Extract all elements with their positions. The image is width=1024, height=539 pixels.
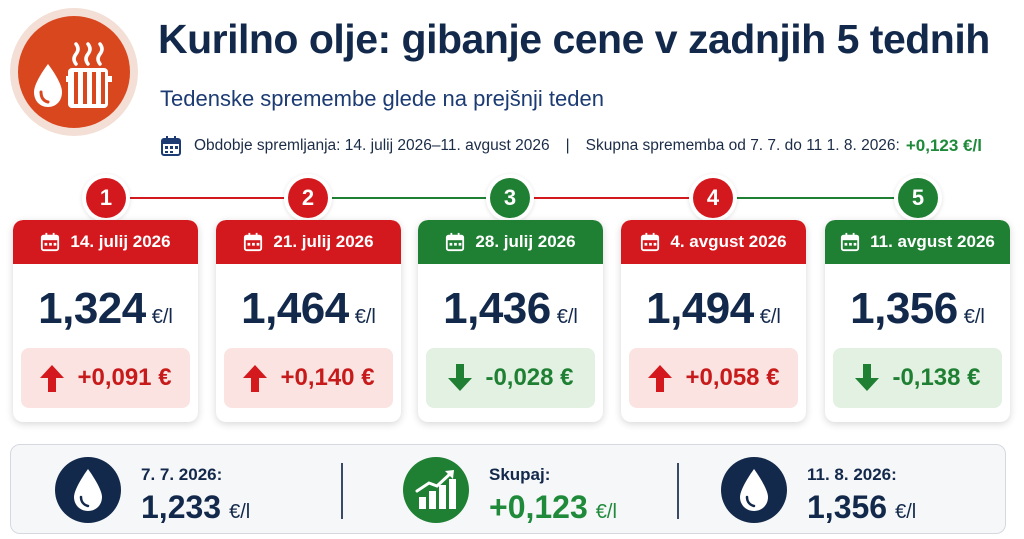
- week-card-header: 4. avgust 2026: [621, 220, 806, 264]
- week-change: +0,140 €: [224, 348, 393, 408]
- summary-end-value: 1,356 €/l: [807, 489, 916, 526]
- summary-start: 7. 7. 2026: 1,233 €/l: [53, 455, 313, 525]
- price-unit: €/l: [354, 306, 376, 328]
- step-marker: 1: [86, 178, 126, 218]
- week-change: +0,058 €: [629, 348, 798, 408]
- week-price: 1,356 €/l: [825, 284, 1010, 334]
- arrow-up-icon: [648, 365, 673, 392]
- summary-panel: 7. 7. 2026: 1,233 €/l Skupaj: +0,123 €/l 1…: [10, 444, 1006, 534]
- summary-start-value: 1,233 €/l: [141, 489, 250, 526]
- oil-drop-icon: [55, 457, 121, 523]
- price-unit: €/l: [963, 306, 985, 328]
- total-change-label: Skupna sprememba od 7. 7. do 11 1. 8. 20…: [585, 137, 900, 154]
- week-change: -0,138 €: [833, 348, 1002, 408]
- summary-end-unit: €/l: [895, 501, 917, 523]
- week-card: 28. julij 2026 1,436 €/l -0,028 €: [418, 220, 603, 422]
- timeline-connector: [328, 197, 494, 199]
- price-unit: €/l: [556, 306, 578, 328]
- step-marker: 4: [693, 178, 733, 218]
- calendar-icon: [641, 232, 660, 252]
- arrow-up-icon: [40, 365, 65, 392]
- summary-divider: [341, 463, 343, 519]
- arrow-up-icon: [243, 365, 268, 392]
- week-date: 28. julij 2026: [475, 232, 576, 251]
- arrow-down-icon: [855, 364, 880, 391]
- summary-end-label: 11. 8. 2026:: [807, 465, 897, 484]
- week-price: 1,464 €/l: [216, 284, 401, 334]
- price-value: 1,324: [38, 284, 146, 333]
- week-date: 14. julij 2026: [70, 232, 171, 251]
- summary-start-unit: €/l: [229, 501, 251, 523]
- period-text: Obdobje spremljanja: 14. julij 2026–11. …: [194, 137, 550, 154]
- step-marker: 3: [490, 178, 530, 218]
- summary-start-price: 1,233: [141, 489, 222, 525]
- price-value: 1,494: [646, 284, 754, 333]
- logo-badge: [18, 16, 130, 128]
- summary-divider: [677, 463, 679, 519]
- summary-total-label: Skupaj:: [489, 465, 551, 484]
- timeline-connector: [124, 197, 290, 199]
- week-card: 21. julij 2026 1,464 €/l +0,140 €: [216, 220, 401, 422]
- arrow-down-icon: [448, 364, 473, 391]
- timeline-connector: [733, 197, 899, 199]
- calendar-icon: [446, 232, 465, 252]
- summary-total-price: +0,123: [489, 489, 588, 525]
- step-marker: 5: [898, 178, 938, 218]
- week-change: -0,028 €: [426, 348, 595, 408]
- app-logo: [10, 8, 138, 136]
- calendar-icon: [41, 232, 60, 252]
- change-value: +0,140 €: [280, 364, 375, 391]
- calendar-icon: [841, 232, 860, 252]
- total-change-value: +0,123 €/l: [905, 136, 982, 155]
- calendar-icon: [161, 136, 181, 156]
- summary-total: Skupaj: +0,123 €/l: [401, 455, 661, 525]
- week-card-header: 14. julij 2026: [13, 220, 198, 264]
- week-card-header: 21. julij 2026: [216, 220, 401, 264]
- growth-chart-icon: [403, 457, 469, 523]
- week-price: 1,436 €/l: [418, 284, 603, 334]
- week-card-header: 28. julij 2026: [418, 220, 603, 264]
- summary-total-value: +0,123 €/l: [489, 489, 617, 526]
- heating-oil-radiator-icon: [34, 42, 112, 108]
- week-card-header: 11. avgust 2026: [825, 220, 1010, 264]
- week-card: 11. avgust 2026 1,356 €/l -0,138 €: [825, 220, 1010, 422]
- price-value: 1,356: [850, 284, 958, 333]
- week-date: 4. avgust 2026: [670, 232, 787, 251]
- info-separator: |: [565, 137, 570, 154]
- change-value: -0,138 €: [892, 364, 981, 391]
- week-price: 1,494 €/l: [621, 284, 806, 334]
- price-value: 1,436: [443, 284, 551, 333]
- summary-end: 11. 8. 2026: 1,356 €/l: [719, 455, 979, 525]
- week-change: +0,091 €: [21, 348, 190, 408]
- summary-total-unit: €/l: [595, 501, 617, 523]
- page-title: Kurilno olje: gibanje cene v zadnjih 5 t…: [158, 16, 990, 62]
- week-card: 4. avgust 2026 1,494 €/l +0,058 €: [621, 220, 806, 422]
- week-date: 21. julij 2026: [273, 232, 374, 251]
- timeline-connector: [530, 197, 696, 199]
- price-unit: €/l: [759, 306, 781, 328]
- oil-drop-icon: [721, 457, 787, 523]
- change-value: +0,058 €: [685, 364, 780, 391]
- period-info: Obdobje spremljanja: 14. julij 2026–11. …: [160, 132, 982, 160]
- week-card: 14. julij 2026 1,324 €/l +0,091 €: [13, 220, 198, 422]
- change-value: +0,091 €: [77, 364, 172, 391]
- step-marker: 2: [288, 178, 328, 218]
- summary-end-price: 1,356: [807, 489, 888, 525]
- price-unit: €/l: [151, 306, 173, 328]
- price-value: 1,464: [241, 284, 349, 333]
- calendar-icon: [244, 232, 263, 252]
- week-date: 11. avgust 2026: [870, 232, 995, 251]
- summary-start-label: 7. 7. 2026:: [141, 465, 223, 484]
- page-subtitle: Tedenske spremembe glede na prejšnji ted…: [160, 86, 604, 111]
- week-price: 1,324 €/l: [13, 284, 198, 334]
- change-value: -0,028 €: [485, 364, 574, 391]
